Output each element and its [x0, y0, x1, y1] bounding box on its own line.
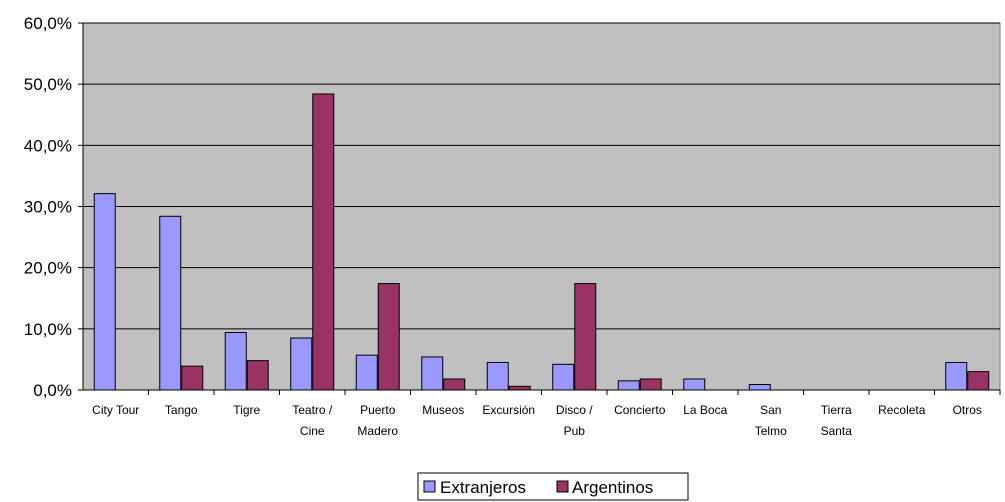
gridlines	[83, 22, 1000, 330]
bar-extranjeros-9	[683, 378, 706, 391]
legend-swatch-argentinos	[556, 480, 569, 493]
x-tick-label: San Telmo	[755, 403, 787, 438]
bar-extranjeros-7	[552, 363, 575, 391]
x-tick-label: Museos	[422, 403, 464, 417]
bar-argentinos-6	[508, 385, 531, 391]
y-tick-label: 10,0%	[24, 320, 72, 339]
x-axis-ticks: City Tour Tango Tigre Teatro / Cine Puerto Mad…	[92, 390, 1001, 438]
legend-box	[417, 472, 689, 501]
bar-argentinos-7	[574, 283, 597, 391]
legend-swatch-extranjeros	[423, 480, 436, 493]
y-tick-label: 50,0%	[24, 75, 72, 94]
x-tick-label: Puerto Madero	[357, 403, 398, 438]
x-tick-label: Concierto	[614, 403, 666, 417]
x-tick-label: Teatro / Cine	[292, 403, 333, 438]
legend-label-argentinos: Argentinos	[572, 478, 653, 497]
bar-extranjeros-0	[93, 193, 116, 391]
bar-argentinos-13	[967, 371, 990, 391]
y-tick-label: 30,0%	[24, 198, 72, 217]
bar-extranjeros-8	[617, 380, 640, 391]
x-tick-label: Tigre	[233, 403, 260, 417]
x-tick-label: Recoleta	[878, 403, 926, 417]
bar-argentinos-4	[377, 283, 400, 391]
bar-extranjeros-10	[748, 383, 771, 391]
x-tick-label: Disco / Pub	[556, 403, 593, 438]
bar-argentinos-2	[246, 360, 269, 391]
bar-argentinos-8	[639, 378, 662, 391]
y-tick-label: 60,0%	[24, 14, 72, 33]
legend-label-extranjeros: Extranjeros	[440, 478, 526, 497]
bar-argentinos-3	[312, 93, 335, 391]
y-tick-label: 40,0%	[24, 136, 72, 155]
x-tick-label: Otros	[953, 403, 982, 417]
bar-extranjeros-13	[945, 361, 968, 391]
x-tick-label: Excursión	[482, 403, 535, 417]
bar-extranjeros-1	[159, 215, 182, 391]
bar-extranjeros-6	[486, 361, 509, 391]
x-tick-label: Tierra Santa	[821, 403, 853, 438]
bar-argentinos-1	[181, 365, 204, 391]
bar-extranjeros-4	[355, 354, 378, 391]
bars-group	[93, 93, 990, 391]
bar-extranjeros-3	[290, 337, 313, 391]
x-tick-label: La Boca	[683, 403, 727, 417]
x-tick-label: City Tour	[92, 403, 139, 417]
y-tick-label: 20,0%	[24, 259, 72, 278]
bar-extranjeros-5	[421, 356, 444, 391]
bar-argentinos-5	[443, 378, 466, 391]
bar-extranjeros-2	[224, 332, 247, 391]
y-axis-ticks: 0,0% 10,0% 20,0% 30,0% 40,0% 50,0% 60,0%	[24, 14, 83, 400]
legend: Extranjeros Argentinos	[417, 472, 689, 501]
x-tick-label: Tango	[165, 403, 198, 417]
y-tick-label: 0,0%	[33, 381, 72, 400]
